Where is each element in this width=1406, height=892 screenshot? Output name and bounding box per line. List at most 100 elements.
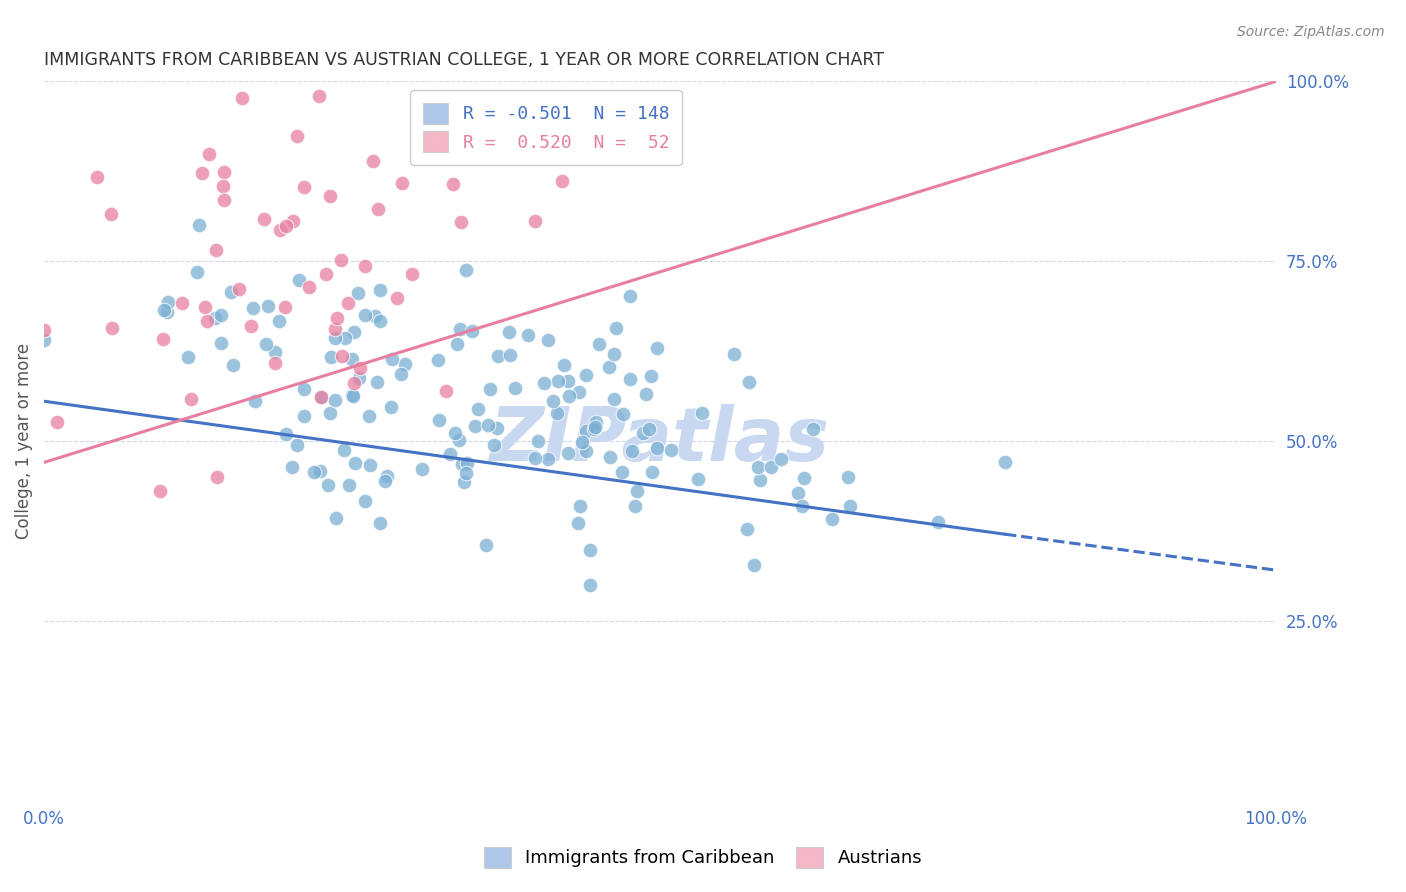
Point [821, 511, 844, 525]
Point [621, 444, 644, 458]
Point [86, 169, 108, 184]
Point [603, 392, 626, 407]
Point [366, 375, 388, 389]
Point [219, 285, 242, 299]
Point [411, 462, 433, 476]
Legend: Immigrants from Caribbean, Austrians: Immigrants from Caribbean, Austrians [472, 836, 934, 879]
Point [367, 202, 389, 216]
Point [354, 494, 377, 508]
Point [747, 459, 769, 474]
Point [214, 165, 236, 179]
Point [326, 311, 349, 326]
Point [172, 296, 194, 310]
Point [516, 328, 538, 343]
Point [426, 352, 449, 367]
Point [568, 499, 591, 513]
Point [738, 375, 761, 389]
Point [579, 542, 602, 557]
Point [325, 510, 347, 524]
Point [575, 444, 598, 458]
Point [274, 427, 297, 442]
Point [619, 289, 641, 303]
Point [585, 415, 607, 429]
Point [269, 314, 291, 328]
Point [198, 147, 221, 161]
Point [380, 401, 402, 415]
Point [505, 381, 527, 395]
Point [444, 426, 467, 441]
Point [45, 415, 67, 429]
Point [254, 336, 277, 351]
Point [101, 321, 124, 335]
Point [228, 282, 250, 296]
Point [793, 471, 815, 485]
Text: ZIPatlas: ZIPatlas [491, 404, 830, 477]
Point [690, 406, 713, 420]
Point [180, 392, 202, 407]
Point [612, 407, 634, 421]
Point [598, 359, 620, 374]
Text: IMMIGRANTS FROM CARIBBEAN VS AUSTRIAN COLLEGE, 1 YEAR OR MORE CORRELATION CHART: IMMIGRANTS FROM CARIBBEAN VS AUSTRIAN CO… [44, 51, 884, 69]
Point [547, 375, 569, 389]
Point [837, 470, 859, 484]
Point [292, 179, 315, 194]
Point [994, 454, 1017, 468]
Point [688, 472, 710, 486]
Point [568, 384, 591, 399]
Point [149, 484, 172, 499]
Point [582, 422, 605, 436]
Point [195, 314, 218, 328]
Point [212, 193, 235, 207]
Point [363, 310, 385, 324]
Point [285, 438, 308, 452]
Point [316, 478, 339, 492]
Text: Source: ZipAtlas.com: Source: ZipAtlas.com [1237, 25, 1385, 39]
Point [375, 468, 398, 483]
Point [359, 458, 381, 472]
Point [319, 189, 342, 203]
Point [281, 460, 304, 475]
Point [343, 325, 366, 339]
Point [156, 295, 179, 310]
Point [838, 499, 860, 513]
Point [588, 337, 610, 351]
Point [645, 341, 668, 355]
Point [186, 264, 208, 278]
Point [359, 409, 381, 423]
Point [323, 331, 346, 345]
Point [177, 351, 200, 365]
Point [610, 465, 633, 479]
Point [209, 308, 232, 322]
Point [553, 358, 575, 372]
Point [349, 361, 371, 376]
Point [482, 438, 505, 452]
Point [264, 345, 287, 359]
Point [391, 176, 413, 190]
Point [222, 358, 245, 372]
Point [537, 452, 560, 467]
Point [240, 318, 263, 333]
Point [605, 321, 627, 335]
Point [269, 222, 291, 236]
Point [645, 441, 668, 455]
Point [309, 464, 332, 478]
Point [583, 420, 606, 434]
Point [152, 332, 174, 346]
Point [533, 376, 555, 390]
Point [274, 300, 297, 314]
Point [190, 166, 212, 180]
Point [434, 384, 457, 398]
Point [641, 465, 664, 479]
Point [349, 371, 371, 385]
Point [256, 299, 278, 313]
Point [543, 393, 565, 408]
Point [394, 358, 416, 372]
Point [264, 356, 287, 370]
Point [523, 451, 546, 466]
Point [298, 280, 321, 294]
Point [287, 273, 309, 287]
Point [557, 445, 579, 459]
Point [619, 372, 641, 386]
Point [292, 382, 315, 396]
Point [567, 516, 589, 530]
